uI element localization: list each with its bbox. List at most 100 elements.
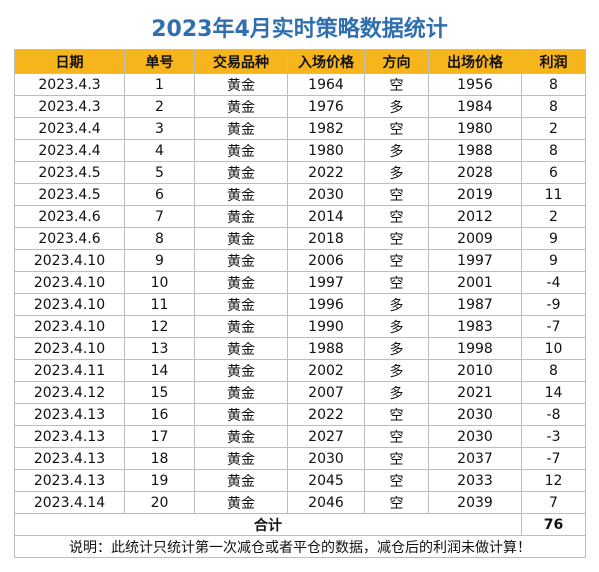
header-exit-price[interactable]: 出场价格 bbox=[428, 49, 522, 74]
cell-profit[interactable]: 10 bbox=[521, 337, 586, 360]
cell-order-no[interactable]: 13 bbox=[124, 337, 195, 360]
cell-direction[interactable]: 多 bbox=[364, 381, 429, 404]
cell-exit-price[interactable]: 1980 bbox=[428, 117, 522, 140]
cell-exit-price[interactable]: 2030 bbox=[428, 403, 522, 426]
cell-profit[interactable]: -3 bbox=[521, 425, 586, 448]
cell-direction[interactable]: 多 bbox=[364, 359, 429, 382]
cell-date[interactable]: 2023.4.4 bbox=[14, 139, 125, 162]
cell-direction[interactable]: 多 bbox=[364, 337, 429, 360]
cell-exit-price[interactable]: 2033 bbox=[428, 469, 522, 492]
header-entry-price[interactable]: 入场价格 bbox=[287, 49, 365, 74]
cell-profit[interactable]: 14 bbox=[521, 381, 586, 404]
cell-exit-price[interactable]: 2030 bbox=[428, 425, 522, 448]
cell-direction[interactable]: 多 bbox=[364, 293, 429, 316]
cell-entry-price[interactable]: 2046 bbox=[287, 491, 365, 514]
cell-date[interactable]: 2023.4.12 bbox=[14, 381, 125, 404]
header-instrument[interactable]: 交易品种 bbox=[194, 49, 288, 74]
cell-exit-price[interactable]: 1988 bbox=[428, 139, 522, 162]
cell-date[interactable]: 2023.4.11 bbox=[14, 359, 125, 382]
cell-direction[interactable]: 空 bbox=[364, 205, 429, 228]
cell-order-no[interactable]: 17 bbox=[124, 425, 195, 448]
cell-entry-price[interactable]: 1980 bbox=[287, 139, 365, 162]
cell-order-no[interactable]: 15 bbox=[124, 381, 195, 404]
total-value[interactable]: 76 bbox=[521, 513, 586, 536]
cell-exit-price[interactable]: 2039 bbox=[428, 491, 522, 514]
cell-instrument[interactable]: 黄金 bbox=[194, 315, 288, 338]
cell-order-no[interactable]: 6 bbox=[124, 183, 195, 206]
cell-entry-price[interactable]: 1996 bbox=[287, 293, 365, 316]
cell-exit-price[interactable]: 1998 bbox=[428, 337, 522, 360]
cell-entry-price[interactable]: 1982 bbox=[287, 117, 365, 140]
header-profit[interactable]: 利润 bbox=[521, 49, 586, 74]
cell-instrument[interactable]: 黄金 bbox=[194, 359, 288, 382]
cell-direction[interactable]: 空 bbox=[364, 183, 429, 206]
cell-direction[interactable]: 多 bbox=[364, 139, 429, 162]
cell-order-no[interactable]: 16 bbox=[124, 403, 195, 426]
cell-direction[interactable]: 空 bbox=[364, 447, 429, 470]
total-label[interactable]: 合计 bbox=[14, 513, 522, 536]
cell-instrument[interactable]: 黄金 bbox=[194, 381, 288, 404]
cell-exit-price[interactable]: 1997 bbox=[428, 249, 522, 272]
cell-instrument[interactable]: 黄金 bbox=[194, 425, 288, 448]
cell-date[interactable]: 2023.4.13 bbox=[14, 447, 125, 470]
cell-exit-price[interactable]: 2037 bbox=[428, 447, 522, 470]
cell-instrument[interactable]: 黄金 bbox=[194, 271, 288, 294]
cell-order-no[interactable]: 7 bbox=[124, 205, 195, 228]
cell-order-no[interactable]: 4 bbox=[124, 139, 195, 162]
cell-order-no[interactable]: 20 bbox=[124, 491, 195, 514]
cell-order-no[interactable]: 5 bbox=[124, 161, 195, 184]
cell-entry-price[interactable]: 2030 bbox=[287, 447, 365, 470]
cell-profit[interactable]: 8 bbox=[521, 95, 586, 118]
cell-exit-price[interactable]: 2001 bbox=[428, 271, 522, 294]
cell-exit-price[interactable]: 2021 bbox=[428, 381, 522, 404]
cell-direction[interactable]: 空 bbox=[364, 117, 429, 140]
cell-entry-price[interactable]: 2030 bbox=[287, 183, 365, 206]
cell-date[interactable]: 2023.4.10 bbox=[14, 249, 125, 272]
cell-profit[interactable]: -4 bbox=[521, 271, 586, 294]
cell-order-no[interactable]: 18 bbox=[124, 447, 195, 470]
cell-entry-price[interactable]: 2018 bbox=[287, 227, 365, 250]
cell-profit[interactable]: 2 bbox=[521, 117, 586, 140]
cell-date[interactable]: 2023.4.6 bbox=[14, 227, 125, 250]
cell-date[interactable]: 2023.4.10 bbox=[14, 271, 125, 294]
cell-exit-price[interactable]: 2028 bbox=[428, 161, 522, 184]
cell-instrument[interactable]: 黄金 bbox=[194, 491, 288, 514]
cell-order-no[interactable]: 1 bbox=[124, 73, 195, 96]
cell-order-no[interactable]: 19 bbox=[124, 469, 195, 492]
cell-profit[interactable]: 12 bbox=[521, 469, 586, 492]
cell-order-no[interactable]: 3 bbox=[124, 117, 195, 140]
cell-exit-price[interactable]: 1983 bbox=[428, 315, 522, 338]
cell-profit[interactable]: 8 bbox=[521, 73, 586, 96]
cell-direction[interactable]: 空 bbox=[364, 469, 429, 492]
cell-exit-price[interactable]: 2010 bbox=[428, 359, 522, 382]
cell-order-no[interactable]: 8 bbox=[124, 227, 195, 250]
cell-profit[interactable]: -8 bbox=[521, 403, 586, 426]
cell-order-no[interactable]: 9 bbox=[124, 249, 195, 272]
cell-instrument[interactable]: 黄金 bbox=[194, 73, 288, 96]
cell-profit[interactable]: -9 bbox=[521, 293, 586, 316]
cell-profit[interactable]: 2 bbox=[521, 205, 586, 228]
cell-entry-price[interactable]: 2006 bbox=[287, 249, 365, 272]
cell-profit[interactable]: 6 bbox=[521, 161, 586, 184]
cell-instrument[interactable]: 黄金 bbox=[194, 403, 288, 426]
cell-order-no[interactable]: 12 bbox=[124, 315, 195, 338]
cell-order-no[interactable]: 10 bbox=[124, 271, 195, 294]
cell-entry-price[interactable]: 1990 bbox=[287, 315, 365, 338]
cell-profit[interactable]: 8 bbox=[521, 139, 586, 162]
cell-direction[interactable]: 空 bbox=[364, 227, 429, 250]
cell-entry-price[interactable]: 1964 bbox=[287, 73, 365, 96]
cell-profit[interactable]: 9 bbox=[521, 249, 586, 272]
cell-entry-price[interactable]: 2022 bbox=[287, 161, 365, 184]
cell-direction[interactable]: 空 bbox=[364, 271, 429, 294]
cell-instrument[interactable]: 黄金 bbox=[194, 227, 288, 250]
cell-direction[interactable]: 多 bbox=[364, 161, 429, 184]
cell-date[interactable]: 2023.4.10 bbox=[14, 337, 125, 360]
cell-date[interactable]: 2023.4.13 bbox=[14, 469, 125, 492]
cell-direction[interactable]: 多 bbox=[364, 315, 429, 338]
cell-entry-price[interactable]: 2007 bbox=[287, 381, 365, 404]
cell-direction[interactable]: 多 bbox=[364, 95, 429, 118]
cell-entry-price[interactable]: 2022 bbox=[287, 403, 365, 426]
cell-order-no[interactable]: 14 bbox=[124, 359, 195, 382]
cell-direction[interactable]: 空 bbox=[364, 491, 429, 514]
cell-date[interactable]: 2023.4.3 bbox=[14, 95, 125, 118]
